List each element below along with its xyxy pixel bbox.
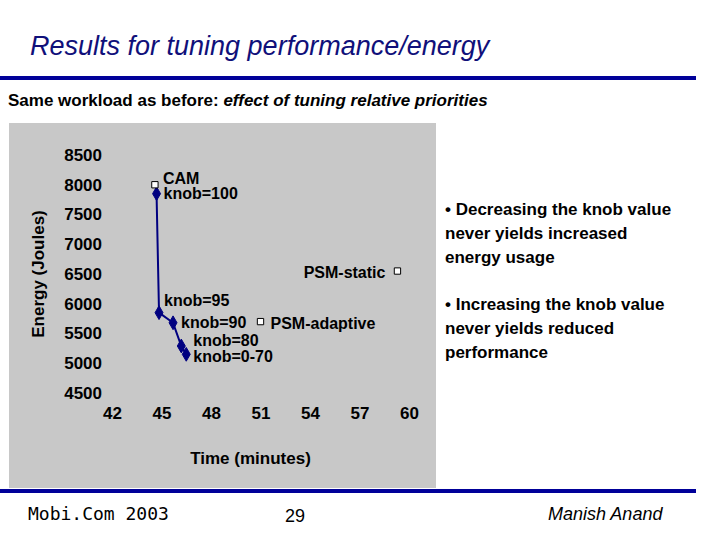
subtitle: Same workload as before: effect of tunin…: [8, 91, 488, 110]
footer-rule: [0, 489, 696, 493]
tick-label: 57: [351, 404, 370, 423]
tick-label: 8000: [64, 176, 102, 195]
tick-label: 6500: [64, 265, 102, 284]
data-point: [153, 187, 161, 201]
tick: 54: [301, 393, 320, 423]
x-axis-title: Time (minutes): [190, 449, 311, 468]
tick: 42: [103, 393, 122, 423]
tick: 5500: [64, 324, 112, 343]
plot-marks: [152, 182, 401, 362]
data-point: [169, 316, 177, 330]
point-label: CAM: [163, 170, 199, 187]
axis-line: [112, 156, 113, 394]
slide-title: Results for tuning performance/energy: [30, 31, 491, 61]
slide: Results for tuning performance/energy Sam…: [0, 0, 720, 540]
tick: 57: [351, 393, 370, 423]
tick-label: 45: [153, 404, 172, 423]
tick: 60: [400, 393, 419, 423]
title-rule: [0, 76, 696, 80]
point-label: knob=95: [164, 292, 229, 309]
footer-center: 29: [285, 506, 305, 526]
data-point: [257, 318, 263, 324]
chart-background: [8, 122, 437, 489]
tick: 5000: [64, 354, 112, 373]
data-point: [182, 347, 190, 361]
y-axis: 4500 5000 5500 6000 6500 7000 7500 8000 8500: [64, 146, 112, 403]
tick-label: 54: [301, 404, 320, 423]
tick-label: 48: [202, 404, 221, 423]
subtitle-text: Same workload as before:: [8, 91, 223, 110]
tick: 7500: [64, 205, 112, 224]
footer-left: Mobi.Com 2003: [28, 503, 169, 524]
subtitle-emphasis: effect of tuning relative priorities: [223, 91, 487, 110]
point-label: knob=90: [181, 314, 246, 331]
tick-label: 4500: [64, 384, 102, 403]
point-label: PSM-static: [304, 264, 386, 281]
x-axis: 42 45 48 51 54 57 60: [103, 393, 419, 423]
data-point: [394, 268, 400, 274]
point-label: knob=100: [164, 185, 238, 202]
data-point: [152, 182, 158, 188]
tick-label: 7500: [64, 205, 102, 224]
tick: 45: [153, 393, 172, 423]
tick-label: 7000: [64, 235, 102, 254]
axis-line: [113, 393, 410, 394]
tick-label: 8500: [64, 146, 102, 165]
bullet-line: performance: [445, 343, 548, 362]
tick-label: 51: [252, 404, 271, 423]
bullet-line: • Increasing the knob value: [445, 295, 664, 314]
bullet: • Decreasing the knob value never yields …: [445, 200, 671, 267]
bullet-line: never yields reduced: [445, 319, 614, 338]
data-point: [155, 306, 163, 320]
tick: 6500: [64, 265, 112, 284]
y-axis-title: Energy (Joules): [29, 210, 48, 338]
tick: 8000: [64, 176, 112, 195]
tick: 8500: [64, 146, 112, 165]
tick-label: 5500: [64, 324, 102, 343]
point-label: knob=0-70: [193, 348, 273, 365]
bullet: • Increasing the knob value never yields …: [445, 295, 664, 362]
tick: 7000: [64, 235, 112, 254]
point-label: knob=80: [193, 332, 258, 349]
tick-label: 6000: [64, 295, 102, 314]
tick: 4500: [64, 384, 112, 403]
point-labels: knob=100 knob=95 knob=90knob=80knob=0-70 CA…: [163, 170, 386, 366]
tick: 6000: [64, 295, 112, 314]
tick-label: 60: [400, 404, 419, 423]
point-label: PSM-adaptive: [271, 315, 376, 332]
tick: 51: [252, 393, 271, 423]
bullet-line: never yields increased: [445, 224, 627, 243]
tick-label: 42: [103, 404, 122, 423]
footer-right: Manish Anand: [548, 504, 663, 524]
tick-label: 5000: [64, 354, 102, 373]
bullet-line: energy usage: [445, 248, 555, 267]
tick: 48: [202, 393, 221, 423]
bullet-line: • Decreasing the knob value: [445, 200, 671, 219]
